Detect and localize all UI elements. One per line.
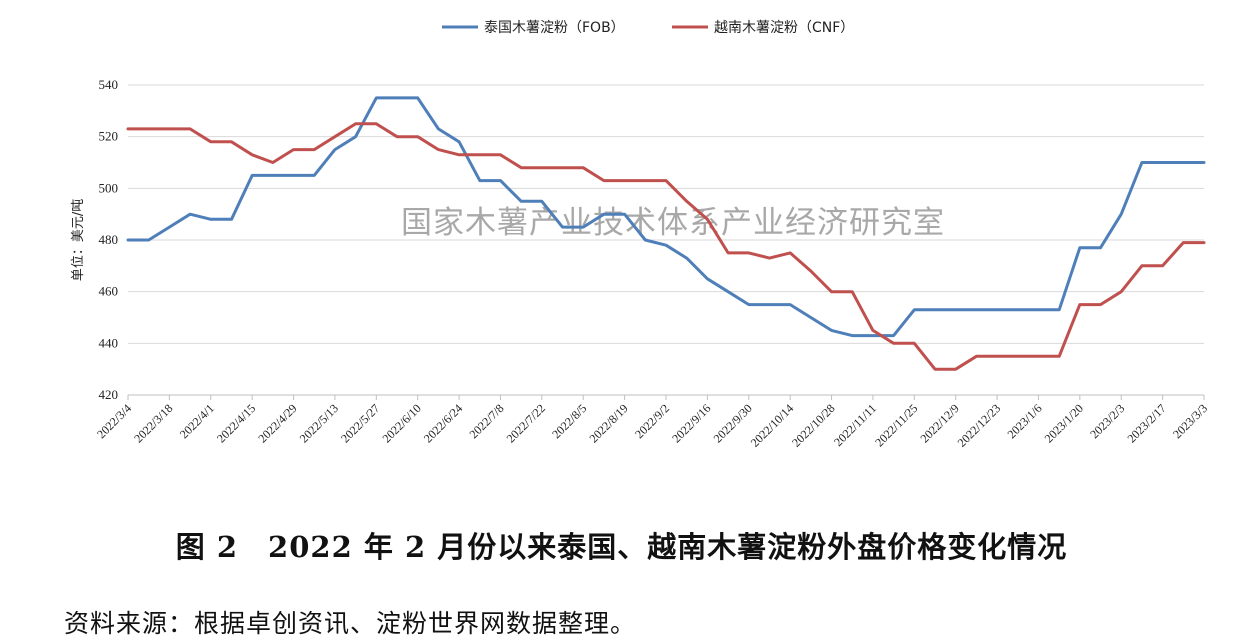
x-tick-label: 2022/9/2 xyxy=(632,401,672,441)
x-tick-label: 2022/9/16 xyxy=(669,401,713,445)
x-tick-label: 2022/6/10 xyxy=(379,401,423,445)
x-tick-label: 2022/7/22 xyxy=(504,401,548,445)
x-tick-label: 2023/1/20 xyxy=(1042,401,1086,445)
x-tick-label: 2022/8/19 xyxy=(586,401,630,445)
x-tick-label: 2022/7/8 xyxy=(467,401,507,441)
y-tick-label: 440 xyxy=(99,335,119,350)
x-tick-label: 2022/5/27 xyxy=(338,401,382,445)
x-tick-label: 2022/11/25 xyxy=(872,401,920,449)
chart-legend: 泰国木薯淀粉（FOB） 越南木薯淀粉（CNF） xyxy=(442,20,854,36)
figure-caption: 图 2 2022 年 2 月份以来泰国、越南木薯淀粉外盘价格变化情况 xyxy=(175,530,1068,564)
x-tick-label: 2022/5/13 xyxy=(297,401,341,445)
x-tick-label: 2022/6/24 xyxy=(421,401,465,445)
x-tick-label: 2022/4/29 xyxy=(255,401,299,445)
legend-label-0: 泰国木薯淀粉（FOB） xyxy=(484,20,625,36)
series-line-0 xyxy=(126,96,1206,338)
y-tick-label: 500 xyxy=(99,180,119,195)
x-tick-label: 2022/12/23 xyxy=(955,401,1004,450)
x-tick-label: 2023/3/3 xyxy=(1170,401,1210,441)
y-axis: 420 440 460 480 500 520 540 xyxy=(99,77,119,402)
line-chart: 泰国木薯淀粉（FOB） 越南木薯淀粉（CNF） 420 440 460 480 500 52… xyxy=(71,20,1210,450)
x-tick-label: 2023/1/6 xyxy=(1005,401,1045,441)
y-tick-label: 420 xyxy=(99,387,119,402)
x-tick-label: 2023/2/17 xyxy=(1124,401,1168,445)
x-tick-label: 2022/3/4 xyxy=(94,401,134,441)
y-tick-label: 540 xyxy=(99,77,119,92)
x-tick-label: 2022/10/28 xyxy=(789,401,838,450)
x-tick-label: 2022/11/11 xyxy=(831,401,879,449)
watermark-text: 国家木薯产业技术体系产业经济研究室 xyxy=(401,205,945,241)
y-tick-label: 480 xyxy=(99,232,119,247)
y-tick-label: 520 xyxy=(99,129,119,144)
chart-series xyxy=(126,96,1206,371)
x-tick-label: 2022/8/5 xyxy=(549,401,589,441)
source-note: 资料来源：根据卓创资讯、淀粉世界网数据整理。 xyxy=(64,609,637,638)
legend-label-1: 越南木薯淀粉（CNF） xyxy=(714,20,854,36)
x-tick-label: 2022/4/15 xyxy=(214,401,258,445)
x-tick-label: 2022/3/18 xyxy=(131,401,175,445)
y-axis-label: 单位：美元/吨 xyxy=(71,199,86,281)
x-tick-label: 2022/4/1 xyxy=(177,401,217,441)
series-line-1 xyxy=(126,122,1206,371)
y-tick-label: 460 xyxy=(99,284,119,299)
x-tick-label: 2022/10/14 xyxy=(748,401,797,450)
x-tick-label: 2023/2/3 xyxy=(1087,401,1127,441)
